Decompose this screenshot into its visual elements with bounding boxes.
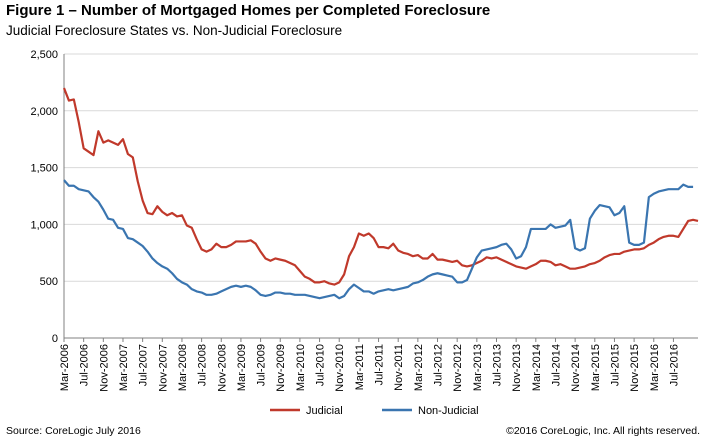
x-tick-label: Mar-2014 xyxy=(531,344,543,391)
y-tick-label: 2,500 xyxy=(30,49,58,61)
series-line-judicial xyxy=(62,87,699,286)
x-tick-label: Jul-2014 xyxy=(550,344,562,386)
x-tick-label: Nov-2010 xyxy=(334,344,346,392)
x-tick-label: Mar-2011 xyxy=(354,344,366,390)
x-tick-label: Nov-2006 xyxy=(98,344,110,392)
chart-title: Figure 1 – Number of Mortgaged Homes per… xyxy=(6,2,491,19)
x-tick-label: Jul-2007 xyxy=(138,344,150,386)
x-tick-label: Jul-2008 xyxy=(197,344,209,386)
x-tick-label: Jul-2010 xyxy=(315,344,327,386)
x-tick-label: Jul-2012 xyxy=(433,344,445,386)
source-note: Source: CoreLogic July 2016 xyxy=(6,425,141,437)
series-line-non-judicial xyxy=(63,179,694,300)
y-tick-label: 0 xyxy=(52,333,58,345)
x-tick-label: Nov-2007 xyxy=(157,344,169,392)
x-tick-label: Mar-2013 xyxy=(472,344,484,391)
x-tick-label: Jul-2013 xyxy=(491,344,503,386)
x-tick-label: Nov-2009 xyxy=(275,344,287,392)
x-tick-label: Nov-2011 xyxy=(393,344,405,391)
x-tick-label: Mar-2015 xyxy=(590,344,602,391)
x-tick-label: Nov-2008 xyxy=(216,344,228,392)
x-tick-label: Mar-2007 xyxy=(118,344,130,391)
x-tick-label: Nov-2012 xyxy=(452,344,464,392)
x-tick-label: Nov-2015 xyxy=(629,344,641,392)
legend-label: Judicial xyxy=(306,405,343,417)
copyright-note: ©2016 CoreLogic, Inc. All rights reserve… xyxy=(506,425,700,437)
x-tick-label: Mar-2008 xyxy=(177,344,189,391)
x-tick-label: Nov-2014 xyxy=(570,344,582,392)
x-tick-label: Mar-2010 xyxy=(295,344,307,391)
y-tick-label: 1,000 xyxy=(30,219,58,231)
y-tick-label: 500 xyxy=(40,276,58,288)
x-tick-label: Mar-2016 xyxy=(649,344,661,391)
legend-label: Non-Judicial xyxy=(418,405,479,417)
y-tick-label: 1,500 xyxy=(30,163,58,175)
x-tick-label: Jul-2006 xyxy=(79,344,91,386)
x-tick-label: Mar-2009 xyxy=(236,344,248,391)
y-tick-label: 2,000 xyxy=(30,106,58,118)
x-tick-label: Jul-2015 xyxy=(609,344,621,386)
x-tick-label: Jul-2016 xyxy=(668,344,680,386)
x-tick-label: Jul-2011 xyxy=(374,344,386,385)
chart-subtitle: Judicial Foreclosure States vs. Non-Judi… xyxy=(6,23,343,38)
x-tick-label: Mar-2012 xyxy=(413,344,425,391)
x-tick-label: Mar-2006 xyxy=(59,344,71,391)
x-tick-label: Jul-2009 xyxy=(256,344,268,386)
x-tick-label: Nov-2013 xyxy=(511,344,523,392)
